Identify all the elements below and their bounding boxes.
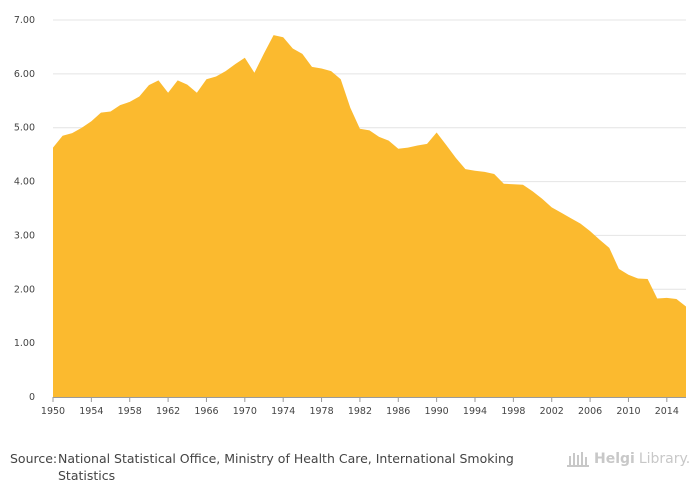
x-tick-label: 1966 xyxy=(194,406,218,417)
x-tick-label: 1954 xyxy=(79,406,103,417)
y-tick-label: 0 xyxy=(29,392,35,403)
axes xyxy=(52,397,686,402)
x-tick-label: 1958 xyxy=(118,406,142,417)
area-series xyxy=(52,35,687,397)
brand-logo: Helgi Library. xyxy=(566,448,690,470)
x-tick-label: 1962 xyxy=(156,406,180,417)
x-tick-label: 1998 xyxy=(501,406,525,417)
y-tick-label: 3.00 xyxy=(14,230,35,241)
x-tick-label: 1994 xyxy=(463,406,487,417)
y-tick-label: 2.00 xyxy=(14,284,35,295)
brand-name: Helgi xyxy=(594,451,635,467)
y-tick-label: 7.00 xyxy=(14,15,35,26)
x-tick-label: 1974 xyxy=(271,406,295,417)
x-tick-labels: 1950 1954 1958 1962 1966 1970 1974 1978 1982 1986… xyxy=(41,406,679,417)
x-tick-label: 1950 xyxy=(41,406,65,417)
x-tick-label: 2006 xyxy=(578,406,602,417)
x-tick-label: 1986 xyxy=(386,406,410,417)
x-tick-label: 2010 xyxy=(616,406,640,417)
area-fill xyxy=(53,35,686,397)
y-tick-label: 5.00 xyxy=(14,123,35,134)
y-tick-label: 6.00 xyxy=(14,69,35,80)
y-tick-label: 4.00 xyxy=(14,177,35,188)
library-icon xyxy=(567,452,589,467)
x-tick-label: 2002 xyxy=(540,406,564,417)
x-tick-label: 1978 xyxy=(309,406,333,417)
source-text: National Statistical Office, Ministry of… xyxy=(58,451,514,483)
source-label: Source: xyxy=(10,451,58,466)
x-tick-label: 1970 xyxy=(233,406,257,417)
area-chart: 01.002.003.004.005.006.007.00 1950 1954 19… xyxy=(14,15,687,417)
y-tick-labels: 0 1.00 2.00 3.00 4.00 5.00 6.00 7.00 xyxy=(14,15,35,403)
brand-suffix: Library. xyxy=(638,451,691,467)
source-note: Source:National Statistical Office, Mini… xyxy=(10,450,540,484)
x-tick-label: 2014 xyxy=(655,406,679,417)
x-tick-label: 1990 xyxy=(425,406,449,417)
y-tick-label: 1.00 xyxy=(14,338,35,349)
x-tick-label: 1982 xyxy=(348,406,372,417)
